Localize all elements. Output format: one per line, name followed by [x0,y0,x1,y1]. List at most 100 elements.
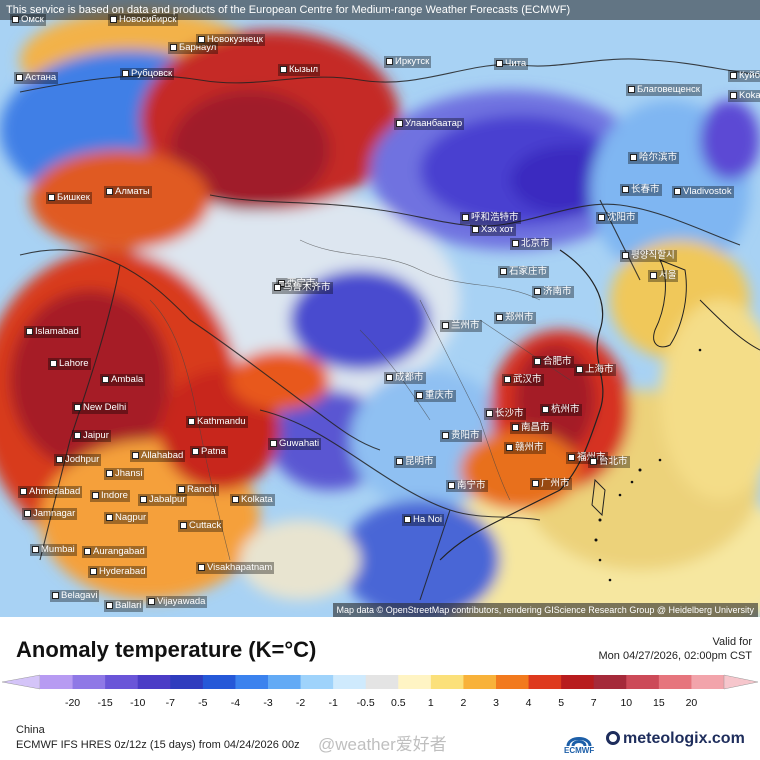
legend-tick-label: 3 [493,697,499,709]
legend-swatch [235,675,269,689]
meteologix-logo[interactable]: meteologix.com [606,730,745,748]
map-attribution: Map data © OpenStreetMap contributors, r… [332,603,758,617]
legend-tick-label: 4 [525,697,532,709]
legend-swatch [430,675,464,689]
legend-tick-label: -3 [263,697,273,709]
legend-tick-label: 20 [685,697,698,709]
city-label: Кызыл [278,64,321,76]
city-label: Jaipur [72,430,111,442]
city-label: 서울 [648,270,679,282]
city-label: Ambala [100,374,146,386]
city-label: Иркутск [384,56,432,68]
city-label: Jamnagar [22,508,78,520]
city-label: Nagpur [104,512,149,524]
city-label: Cuttack [178,520,224,532]
city-label: Mumbai [30,544,77,556]
city-label: 石家庄市 [498,266,550,278]
city-label: 沈阳市 [596,212,638,224]
legend-tick-label: -0.5 [356,697,375,709]
city-label: Vijayawada [146,596,208,608]
city-label: Jhansi [104,468,145,480]
city-label: 杭州市 [540,404,582,416]
city-label: Vladivostok [672,186,734,198]
legend-swatch [463,675,497,689]
city-label: 兰州市 [440,320,482,332]
legend-swatch [202,675,236,689]
legend-low-arrow [1,674,41,690]
temperature-anomaly-map[interactable]: This service is based on data and produc… [0,0,760,617]
map-title: Anomaly temperature (K=°C) [16,637,317,662]
legend-tick-label: -4 [230,697,241,709]
valid-date: Mon 04/27/2026, 02:00pm CST [598,650,752,662]
meteologix-logo-icon [606,731,620,745]
city-label: Хэх хот [470,224,516,236]
city-label: 上海市 [574,364,616,376]
legend-tick-label: 7 [590,697,597,709]
legend-tick-label: -2 [295,697,306,709]
city-label: 赣州市 [504,442,546,454]
region-label: China [16,724,45,736]
legend-swatch [561,675,595,689]
legend-swatch [268,675,302,689]
legend-tick-label: -5 [198,697,208,709]
city-label: Ranchi [176,484,219,496]
legend-swatch [137,675,171,689]
ecmwf-logo-text: ECMWF [564,746,595,755]
legend-tick-label: -15 [97,697,113,709]
legend-tick-label: 5 [558,697,565,709]
legend-tick-label: 2 [460,697,467,709]
legend-swatch [105,675,139,689]
legend-swatch [691,675,725,689]
data-source-notice: This service is based on data and produc… [0,0,760,20]
legend-swatch [40,675,74,689]
legend-swatch [528,675,562,689]
city-label: Чита [494,58,529,70]
legend-swatch [593,675,627,689]
city-label: Patna [190,446,228,458]
city-label: Visakhapatnam [196,562,275,574]
city-label: 成都市 [384,372,426,384]
city-label: 郑州市 [494,312,536,324]
city-label: Ahmedabad [18,486,83,498]
ecmwf-logo-icon [566,737,592,747]
legend-colorbar [1,674,759,690]
city-label: Ballari [104,600,144,612]
city-label: Belagavi [50,590,100,602]
city-label: Рубцовск [120,68,175,80]
legend-tick-label: -7 [165,697,175,709]
watermark: @weather爱好者 [318,735,447,754]
city-label: 济南市 [532,286,574,298]
city-label: Indore [90,490,130,502]
city-label: 呼和浩特市 [460,212,521,224]
valid-for-label: Valid for [712,636,752,648]
meteologix-logo-text: meteologix.com [623,730,745,747]
city-label: New Delhi [72,402,129,414]
city-label: Астана [14,72,59,84]
legend-tick-label: -1 [328,697,338,709]
city-label: Бишкек [46,192,92,204]
city-label: Благовещенск [626,84,702,96]
city-label: Улаанбаатар [394,118,465,130]
city-label: Новосибирск [108,14,179,26]
city-label: 北京市 [510,238,552,250]
city-label: 乌鲁木齐市 [272,282,333,294]
city-label: Lahore [48,358,91,370]
legend-tick-label: -20 [64,697,81,709]
city-label: Allahabad [130,450,186,462]
legend-tick-label: 0.5 [390,697,406,709]
legend-swatch [170,675,204,689]
legend-tick-label: 15 [653,697,665,709]
city-label: Aurangabad [82,546,147,558]
legend-swatch [496,675,530,689]
city-label: Kathmandu [186,416,248,428]
legend-swatch [72,675,106,689]
city-label: 台北市 [588,456,630,468]
legend-tick-label: -10 [130,697,146,709]
city-label: Новокузнецк [196,34,265,46]
legend-swatch [365,675,399,689]
city-label: 南宁市 [446,480,488,492]
city-label: Kolkata [230,494,275,506]
legend-swatch [333,675,367,689]
city-label: Ha Noi [402,514,445,526]
city-label: Jodhpur [54,454,102,466]
